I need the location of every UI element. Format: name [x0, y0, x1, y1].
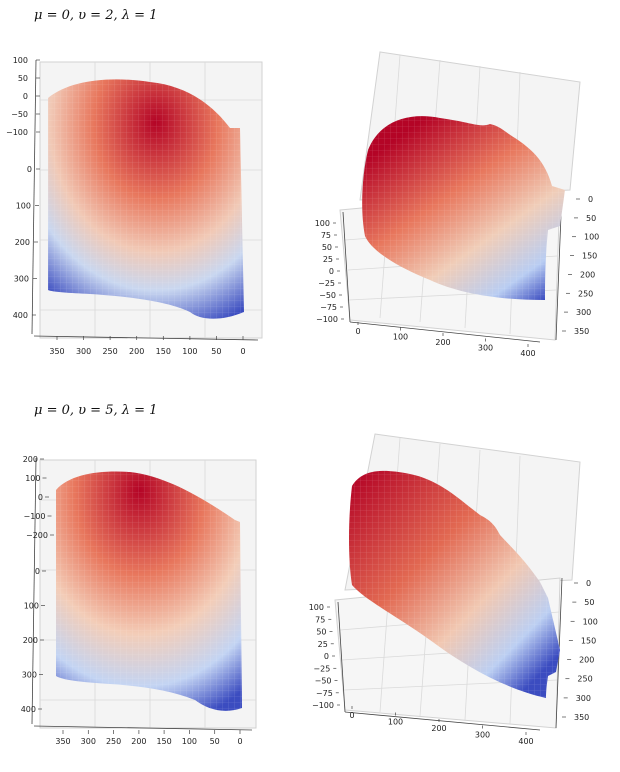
panel-0-y-tick-label: 100 — [16, 202, 31, 211]
panel-1-x-tick-label: 0 — [355, 327, 360, 336]
panel-1-z-tick-label: −50 — [319, 291, 336, 300]
panel-0-z-tick-label: −100 — [6, 128, 28, 137]
panel-3-x-tick-label: 0 — [349, 711, 354, 720]
panel-b: 1007550250−25−50−75−10005010015020025030… — [315, 51, 600, 358]
panel-1-z-tick-label: −100 — [316, 315, 338, 324]
panel-0-x-tick-label: 250 — [102, 347, 117, 356]
panel-0-z-tick-label: 0 — [23, 92, 28, 101]
panel-c: 200 100 0 −100 −200 0 100 200 300 400 350 300 250 200… — [21, 455, 257, 746]
panel-0-y-tick-label: 400 — [13, 311, 28, 320]
panel-1-z-tick-label: −75 — [320, 303, 337, 312]
panel-3-y-tick-label: 200 — [579, 656, 594, 665]
panel-d: 1007550250−25−50−75−10005010015020025030… — [309, 433, 598, 746]
panel-3-x-tick-label: 300 — [475, 731, 490, 740]
panel-c-mesh — [56, 471, 242, 711]
panel-1-x-tick-label: 200 — [435, 338, 450, 347]
panel-1-z-tick-label: 100 — [315, 219, 330, 228]
panel-2-x-tick-label: 50 — [210, 737, 220, 746]
panel-1-y-tick-label: 50 — [586, 214, 596, 223]
panel-1-x-tick-label: 300 — [478, 344, 493, 353]
panel-3-x-tick-label: 100 — [388, 718, 403, 727]
panel-3-z-tick-label: 75 — [315, 615, 325, 624]
panel-0-x-tick-label: 100 — [182, 347, 197, 356]
panel-3-x-tick-label: 400 — [518, 737, 533, 746]
panel-1-y-tick-label: 350 — [574, 327, 589, 336]
panel-0-x-tick-label: 0 — [240, 347, 245, 356]
heading-v2: μ = 0, υ = 2, λ = 1 — [34, 8, 158, 23]
panel-2-x-tick-label: 250 — [106, 737, 121, 746]
panel-1-y-tick-label: 150 — [582, 252, 597, 261]
panel-1-y-tick-label: 100 — [584, 233, 599, 242]
panel-1-z-tick-label: 75 — [321, 231, 331, 240]
panel-1-y-tick-label: 200 — [580, 270, 595, 279]
panel-3-y-tick-label: 0 — [586, 579, 591, 588]
panel-a-ticks: 100 50 0 −50 −100 0 100 200 300 400 350 300 250 200 15… — [6, 56, 246, 356]
panel-2-y-tick-label: 400 — [21, 705, 36, 714]
panel-2-y-tick-label: 0 — [35, 567, 40, 576]
panel-2-x-tick-label: 100 — [182, 737, 197, 746]
panel-3-y-tick-label: 50 — [584, 598, 594, 607]
panel-3-z-tick-label: −100 — [312, 701, 334, 710]
panel-1-x-tick-label: 100 — [393, 333, 408, 342]
panel-a: 100 50 0 −50 −100 0 100 200 300 400 350 300 250 200 15… — [6, 56, 263, 356]
panel-0-z-tick-label: −50 — [11, 110, 28, 119]
panel-3-z-tick-label: −50 — [315, 677, 332, 686]
panel-2-x-tick-label: 200 — [131, 737, 146, 746]
panel-1-z-tick-label: 50 — [322, 243, 332, 252]
panel-2-z-tick-label: 100 — [25, 474, 40, 483]
panel-3-x-tick-label: 200 — [431, 724, 446, 733]
panel-3-z-tick-label: −75 — [316, 689, 333, 698]
panel-2-x-tick-label: 300 — [81, 737, 96, 746]
panel-1-z-tick-label: 25 — [323, 255, 333, 264]
panel-2-y-tick-label: 200 — [23, 636, 38, 645]
panel-3-z-tick-label: 25 — [318, 640, 328, 649]
panel-1-z-tick-label: 0 — [329, 267, 334, 276]
panel-0-x-tick-label: 300 — [76, 347, 91, 356]
panel-2-x-tick-label: 0 — [237, 737, 242, 746]
panel-1-y-tick-label: 250 — [578, 289, 593, 298]
panel-a-mesh — [48, 79, 244, 319]
panel-2-z-tick-label: 200 — [23, 455, 38, 464]
panel-b-mesh — [362, 116, 565, 300]
panel-3-y-tick-label: 100 — [583, 617, 598, 626]
panel-3-y-tick-label: 350 — [574, 713, 589, 722]
panel-3-z-tick-label: 0 — [324, 652, 329, 661]
panel-1-y-tick-label: 0 — [588, 195, 593, 204]
panel-2-z-tick-label: −200 — [26, 531, 48, 540]
panel-b-ticks: 1007550250−25−50−75−10005010015020025030… — [315, 195, 600, 358]
panel-d-mesh — [349, 470, 560, 698]
panel-3-z-tick-label: 50 — [316, 628, 326, 637]
panel-3-z-tick-label: −25 — [313, 664, 330, 673]
panel-2-x-tick-label: 350 — [55, 737, 70, 746]
panel-0-z-tick-label: 100 — [13, 56, 28, 65]
heading-v5: μ = 0, υ = 5, λ = 1 — [34, 403, 158, 418]
panel-0-y-tick-label: 0 — [27, 165, 32, 174]
panel-0-x-tick-label: 350 — [49, 347, 64, 356]
panel-1-y-tick-label: 300 — [576, 308, 591, 317]
panel-2-z-tick-label: 0 — [38, 493, 43, 502]
panel-2-z-tick-label: −100 — [24, 512, 46, 521]
panel-2-x-tick-label: 150 — [156, 737, 171, 746]
panel-1-z-tick-label: −25 — [318, 279, 335, 288]
panel-0-x-tick-label: 150 — [156, 347, 171, 356]
panel-0-z-tick-label: 50 — [18, 74, 28, 83]
panel-3-y-tick-label: 250 — [577, 675, 592, 684]
panel-3-y-tick-label: 150 — [581, 636, 596, 645]
panel-0-y-tick-label: 300 — [14, 275, 29, 284]
panel-3-z-tick-label: 100 — [309, 603, 324, 612]
panel-d-ticks: 1007550250−25−50−75−10005010015020025030… — [309, 579, 598, 746]
panel-0-x-tick-label: 200 — [129, 347, 144, 356]
panel-c-ticks: 200 100 0 −100 −200 0 100 200 300 400 350 300 250 200… — [21, 455, 243, 746]
panel-0-x-tick-label: 50 — [211, 347, 221, 356]
panel-3-y-tick-label: 300 — [576, 694, 591, 703]
panel-2-y-tick-label: 100 — [24, 602, 39, 611]
panel-1-x-tick-label: 400 — [520, 349, 535, 358]
panel-2-y-tick-label: 300 — [22, 671, 37, 680]
panel-0-y-tick-label: 200 — [15, 238, 30, 247]
